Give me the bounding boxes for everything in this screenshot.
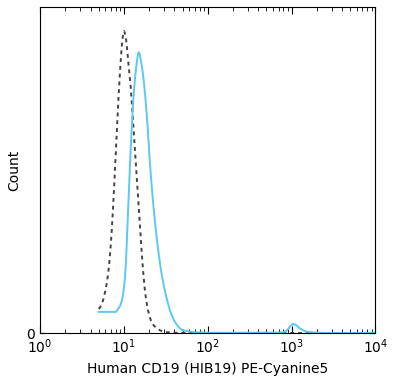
Y-axis label: Count: Count: [7, 149, 21, 191]
X-axis label: Human CD19 (HIB19) PE-Cyanine5: Human CD19 (HIB19) PE-Cyanine5: [87, 362, 328, 376]
